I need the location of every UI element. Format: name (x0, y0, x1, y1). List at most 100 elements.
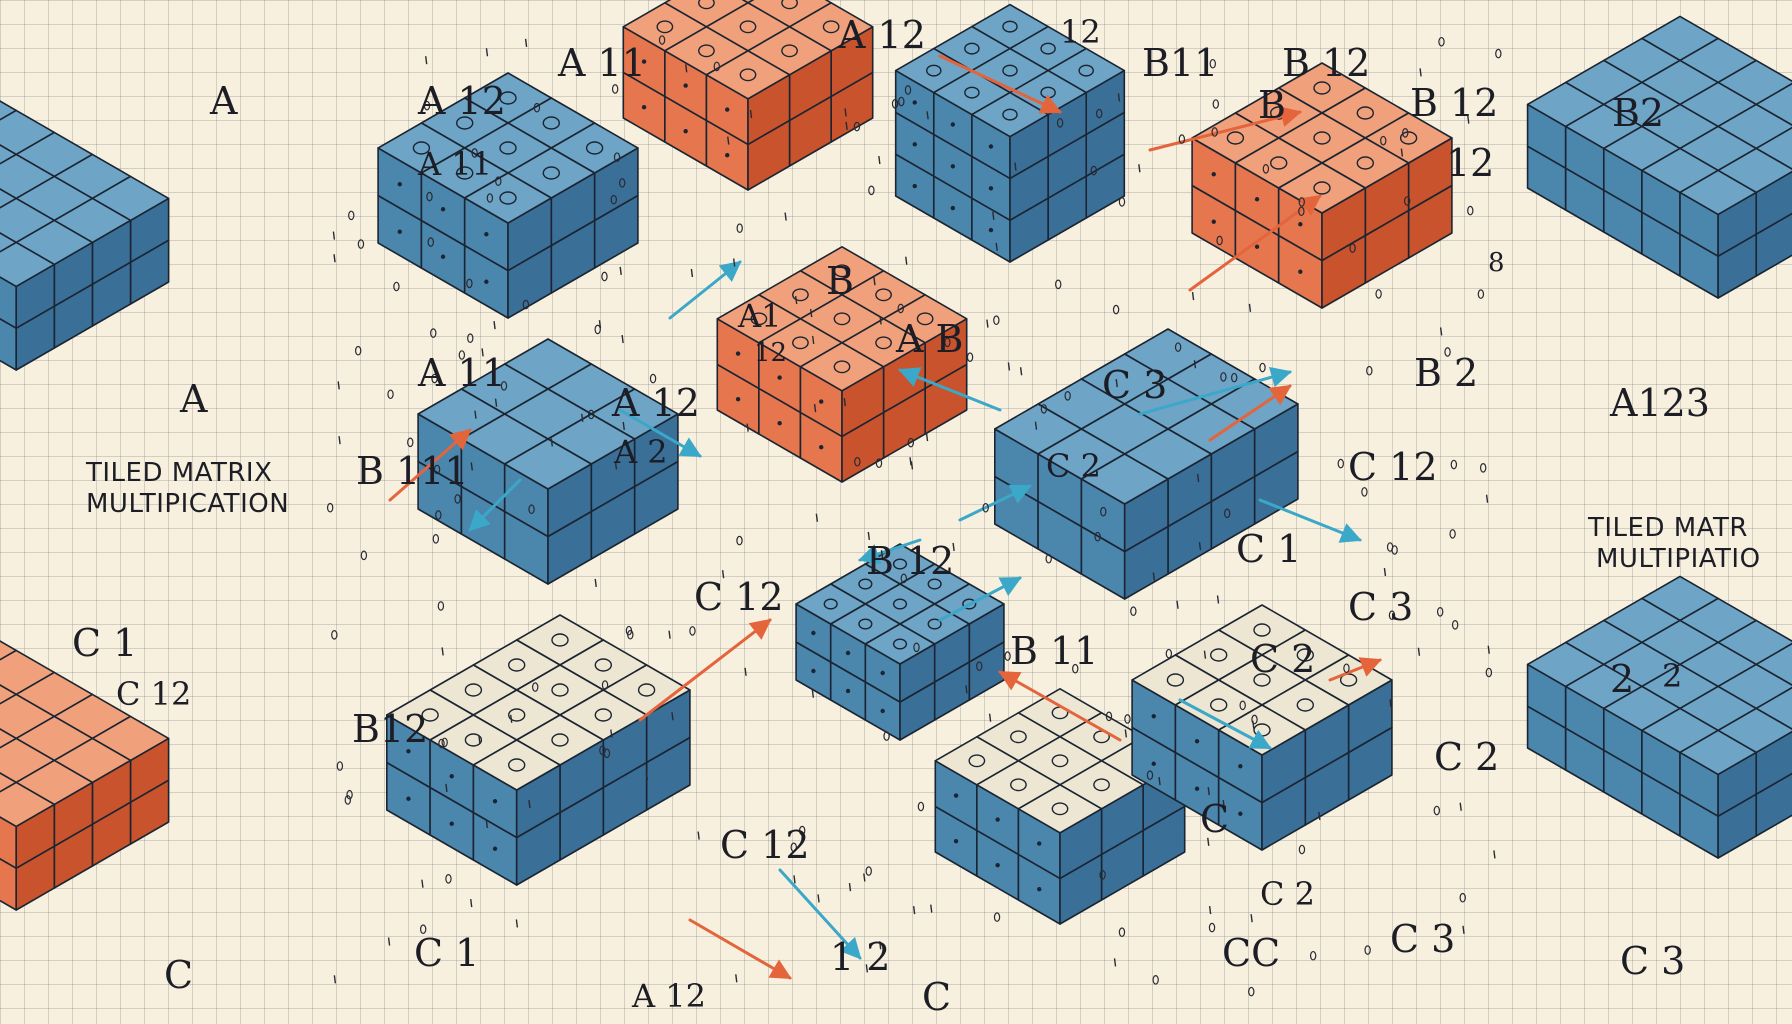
label-b12-right: B 12 (1410, 81, 1499, 125)
block-cube-dot (1151, 714, 1156, 719)
digit-mark (1124, 714, 1131, 724)
digit-mark (1298, 197, 1305, 207)
digit-mark (1112, 304, 1120, 315)
digit-mark (1178, 134, 1186, 144)
block-cube-dot (449, 774, 454, 779)
digit-mark (912, 906, 916, 915)
digit-mark (986, 319, 989, 328)
block-cube-mark (1002, 108, 1018, 121)
matrix-tile-blocks (0, 0, 1792, 925)
block-cube-mark (1040, 42, 1056, 55)
label-b12-top: B 12 (1282, 41, 1371, 85)
label-b12-mid: B 12 (866, 539, 955, 583)
block-cube-face-top (1755, 642, 1792, 686)
block-cube-face-top (0, 772, 18, 793)
digit-mark (478, 735, 481, 744)
digit-mark (1090, 165, 1098, 176)
digit-mark (697, 831, 700, 840)
digit-mark (1364, 945, 1371, 955)
digit-mark (848, 883, 852, 892)
digit-mark (433, 464, 441, 475)
label-b111-left: B 111 (356, 449, 469, 493)
label-a11-left: A 11 (418, 145, 492, 183)
label-b11-top: B11 (1142, 41, 1219, 85)
digit-mark (1094, 531, 1101, 542)
digit-mark (438, 738, 445, 749)
block-cube-dot (912, 183, 917, 189)
digit-mark (601, 271, 608, 282)
label-c2-mid: C 2 (1046, 447, 1102, 485)
block-cube-dot (950, 205, 956, 211)
block-cube-mark (1093, 778, 1110, 792)
digit-mark (909, 457, 912, 466)
label-c-small: C (1200, 797, 1230, 841)
digit-mark (1105, 711, 1113, 722)
digit-mark (1433, 805, 1441, 816)
block-cube-dot (492, 846, 498, 851)
digit-mark (471, 148, 478, 158)
digit-mark (904, 85, 912, 95)
digit-mark (671, 712, 674, 721)
digit-mark (913, 642, 920, 653)
digit-mark (1262, 164, 1270, 174)
digit-mark (619, 266, 622, 275)
digit-mark (1417, 647, 1421, 656)
digit-mark (467, 333, 474, 344)
digit-mark (515, 919, 519, 928)
digit-mark (1487, 645, 1490, 654)
digit-mark (843, 398, 846, 407)
digit-mark (500, 381, 508, 391)
digit-mark (528, 800, 531, 809)
block-cube-dot (1151, 761, 1156, 766)
flow-arrow-blue (468, 478, 522, 532)
digit-mark (732, 258, 736, 267)
digit-mark (1252, 720, 1255, 729)
label-c1-bottom: C 1 (414, 931, 480, 975)
block-cube-mark (750, 312, 768, 326)
label-a11-top: A 11 (558, 41, 646, 85)
digit-mark (1124, 729, 1128, 738)
block-cube-mark (1010, 778, 1027, 792)
block-cube-face-top (799, 341, 885, 392)
digit-mark (1438, 36, 1445, 47)
digit-mark (907, 437, 915, 448)
label-c3: C 3 (1102, 363, 1168, 407)
block-cube-face-top (0, 241, 56, 288)
digit-mark (689, 626, 696, 636)
label-a12-left: C 12 (116, 675, 192, 713)
digit-mark (1220, 372, 1227, 382)
digit-mark (1055, 279, 1062, 290)
label-a123-far-right: A123 (1610, 381, 1710, 425)
digit-mark (1203, 650, 1207, 659)
digit-mark (601, 680, 609, 690)
label-a1: A1 (738, 297, 782, 335)
block-cube-face-top (1755, 686, 1792, 730)
digit-mark (387, 937, 391, 946)
digit-mark (1176, 600, 1179, 609)
block-cube-face-top (705, 49, 791, 100)
label-2-right-edge: 2 (1662, 657, 1683, 695)
digit-mark (1165, 648, 1173, 659)
digit-mark (627, 629, 634, 640)
digit-mark (926, 111, 929, 120)
digit-mark (649, 373, 657, 384)
digit-mark (930, 904, 933, 913)
digit-mark (1198, 542, 1202, 551)
block-cube-mark (964, 86, 980, 99)
block-cube-mark (892, 598, 908, 610)
flow-arrow-red (998, 670, 1122, 742)
digit-mark (326, 502, 334, 513)
digit-mark (1449, 529, 1456, 539)
block-cube-mark (781, 44, 798, 58)
digit-mark (494, 398, 498, 407)
block-b12-tile (1191, 62, 1453, 309)
digit-mark (845, 121, 848, 130)
block-cube-mark (781, 0, 798, 10)
digit-mark (1459, 802, 1462, 811)
flow-arrow-blue (618, 408, 702, 458)
digit-mark (458, 350, 466, 360)
digit-mark (1402, 127, 1409, 138)
block-cube-face-top (1017, 783, 1103, 834)
digit-mark (1099, 870, 1106, 880)
digit-mark (988, 713, 992, 722)
